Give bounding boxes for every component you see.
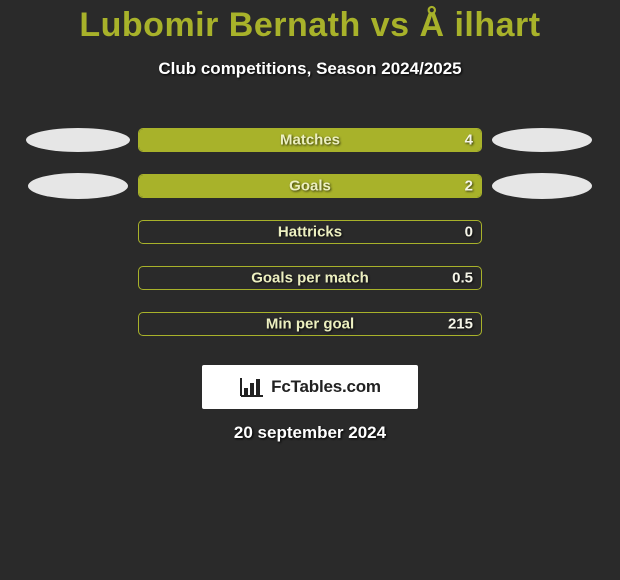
stat-row: Matches 4 xyxy=(0,117,620,163)
stat-value: 0.5 xyxy=(452,270,473,287)
stat-bar: Matches 4 xyxy=(138,128,482,152)
subtitle: Club competitions, Season 2024/2025 xyxy=(0,59,620,79)
stat-label: Hattricks xyxy=(278,224,342,241)
stat-bar: Goals per match 0.5 xyxy=(138,266,482,290)
stat-bar: Min per goal 215 xyxy=(138,312,482,336)
bar-chart-icon xyxy=(239,376,265,398)
stat-bar: Hattricks 0 xyxy=(138,220,482,244)
stat-row: Goals 2 xyxy=(0,163,620,209)
left-ellipse xyxy=(28,173,128,199)
stat-value: 2 xyxy=(465,178,473,195)
stat-row: Goals per match 0.5 xyxy=(0,255,620,301)
right-ellipse xyxy=(492,173,592,199)
stat-label: Goals xyxy=(289,178,331,195)
right-side-slot xyxy=(482,128,602,152)
stat-value: 0 xyxy=(465,224,473,241)
stat-row: Hattricks 0 xyxy=(0,209,620,255)
left-ellipse xyxy=(26,128,130,152)
stat-value: 4 xyxy=(465,132,473,149)
right-ellipse xyxy=(492,128,592,152)
stat-row: Min per goal 215 xyxy=(0,301,620,347)
left-side-slot xyxy=(18,128,138,152)
comparison-chart: Matches 4 Goals 2 Hattricks 0 Goals per match 0… xyxy=(0,117,620,347)
date-text: 20 september 2024 xyxy=(0,423,620,443)
stat-label: Matches xyxy=(280,132,340,149)
page-title: Lubomir Bernath vs Å ilhart xyxy=(0,0,620,45)
brand-box: FcTables.com xyxy=(202,365,418,409)
left-side-slot xyxy=(18,173,138,199)
stat-label: Min per goal xyxy=(266,316,354,333)
stat-value: 215 xyxy=(448,316,473,333)
stat-label: Goals per match xyxy=(251,270,369,287)
brand-text: FcTables.com xyxy=(271,377,381,397)
stat-bar: Goals 2 xyxy=(138,174,482,198)
right-side-slot xyxy=(482,173,602,199)
